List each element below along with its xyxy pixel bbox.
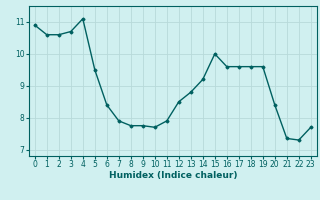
- X-axis label: Humidex (Indice chaleur): Humidex (Indice chaleur): [108, 171, 237, 180]
